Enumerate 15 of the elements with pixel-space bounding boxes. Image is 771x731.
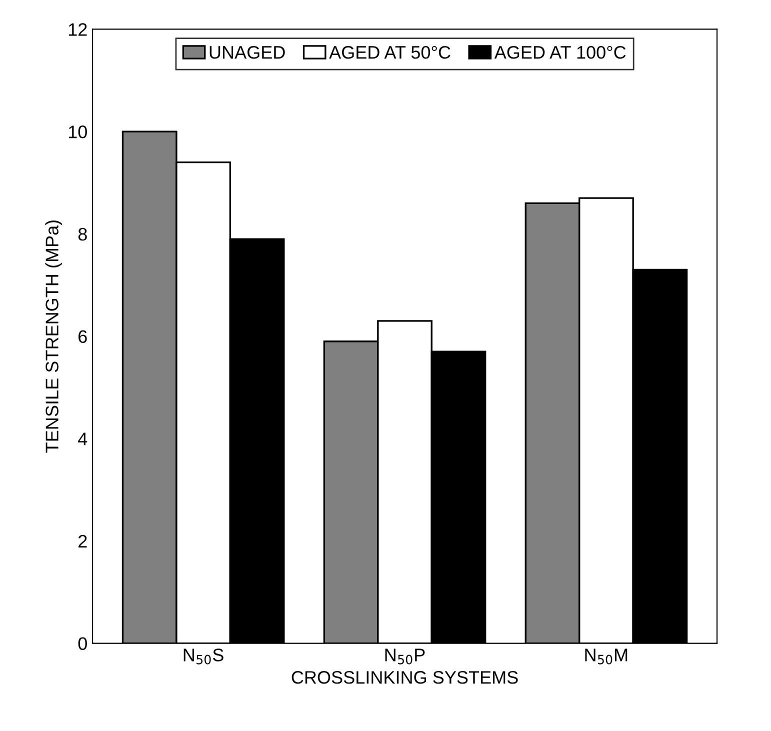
y-tick-label: 8 xyxy=(78,228,87,241)
legend-label: AGED AT 100°C xyxy=(494,46,626,59)
legend-label: AGED AT 50°C xyxy=(329,46,450,59)
y-axis-title: TENSILE STRENGTH (MPa) xyxy=(45,220,62,453)
y-tick-label: 10 xyxy=(68,126,87,138)
y-tick-label: 2 xyxy=(78,534,87,548)
y-tick-label: 12 xyxy=(68,23,87,36)
y-tick-label: 6 xyxy=(78,330,87,343)
x-tick-label: N$_{50}$P xyxy=(385,648,425,664)
x-tick-label: N$_{50}$M xyxy=(585,648,628,664)
legend-label: UNAGED xyxy=(210,46,285,59)
y-tick-label: 4 xyxy=(78,432,88,446)
x-axis-title: CROSSLINKING SYSTEMS xyxy=(292,671,518,684)
x-tick-label: N$_{50}$S xyxy=(184,648,224,664)
y-tick-label: 0 xyxy=(78,637,87,650)
